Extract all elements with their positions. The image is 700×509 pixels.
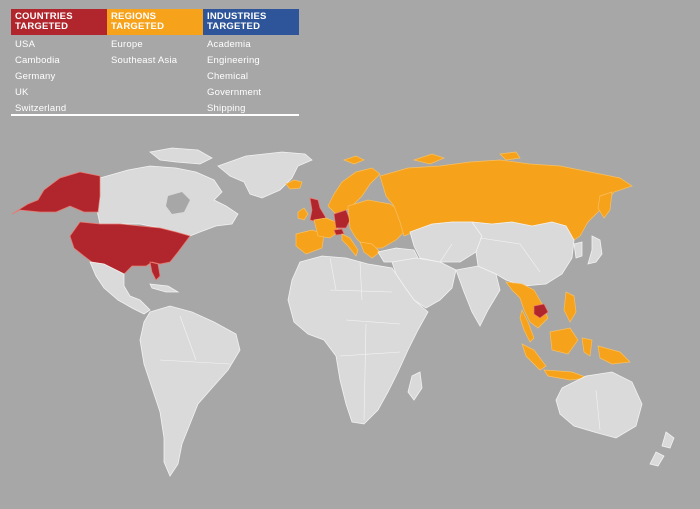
country-item: Cambodia xyxy=(15,55,60,66)
hudson-bay xyxy=(166,192,190,214)
cambodia xyxy=(533,303,549,319)
region-item: Southeast Asia xyxy=(111,55,178,66)
new-guinea xyxy=(597,345,631,365)
usa xyxy=(69,221,191,275)
south-america xyxy=(139,305,241,477)
switzerland xyxy=(333,228,345,236)
china xyxy=(471,221,575,287)
italy xyxy=(341,233,359,257)
legend: COUNTRIES TARGETED REGIONS TARGETED INDU… xyxy=(11,9,299,117)
country-item: USA xyxy=(15,39,36,50)
svalbard xyxy=(342,155,365,165)
florida xyxy=(149,261,161,281)
madagascar xyxy=(407,371,423,401)
japan xyxy=(587,235,603,265)
industries-list: Academia Engineering Chemical Government… xyxy=(203,35,299,117)
country-item: Germany xyxy=(15,71,56,82)
industry-item: Shipping xyxy=(207,103,246,114)
regions-targeted-header: REGIONS TARGETED xyxy=(107,9,203,35)
russia-kamchatka xyxy=(597,191,613,219)
industry-item: Chemical xyxy=(207,71,249,82)
philippines xyxy=(563,291,577,323)
alaska xyxy=(11,171,101,215)
industry-item: Government xyxy=(207,87,262,98)
country-borders xyxy=(159,237,601,431)
iberia xyxy=(295,229,325,255)
korea xyxy=(573,241,583,259)
java xyxy=(543,369,589,381)
greenland xyxy=(217,151,313,199)
balkans-greece xyxy=(359,241,381,259)
sulawesi xyxy=(581,337,593,357)
russia-arctic-islands xyxy=(412,151,521,165)
country-item: Switzerland xyxy=(15,103,67,114)
new-zealand xyxy=(649,431,675,467)
malay-peninsula xyxy=(519,308,535,343)
country-item: UK xyxy=(15,87,29,98)
mexico xyxy=(89,261,151,315)
countries-targeted-header: COUNTRIES TARGETED xyxy=(11,9,107,35)
countries-list: USA Cambodia Germany UK Switzerland xyxy=(11,35,107,117)
africa xyxy=(287,255,429,425)
ireland xyxy=(297,207,309,221)
regions-list: Europe Southeast Asia xyxy=(107,35,203,117)
germany xyxy=(333,209,351,229)
central-asia xyxy=(409,221,483,263)
sumatra xyxy=(521,343,547,371)
france xyxy=(313,217,339,239)
legend-divider xyxy=(11,114,299,116)
borneo xyxy=(549,327,579,355)
industry-item: Academia xyxy=(207,39,251,50)
industries-targeted-header: INDUSTRIES TARGETED xyxy=(203,9,299,35)
iceland xyxy=(285,179,303,190)
canada-arctic-islands xyxy=(149,147,213,165)
industry-item: Engineering xyxy=(207,55,260,66)
india xyxy=(455,265,501,327)
region-item: Europe xyxy=(111,39,143,50)
australia xyxy=(555,371,643,439)
eastern-europe xyxy=(347,199,407,249)
caribbean xyxy=(149,283,180,293)
